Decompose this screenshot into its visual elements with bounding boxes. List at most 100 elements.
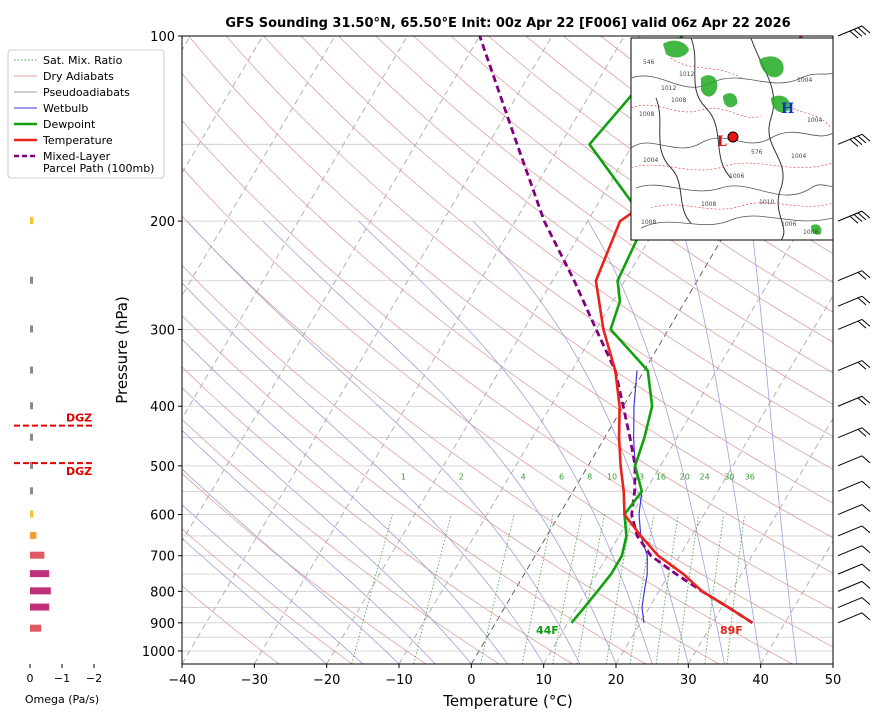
legend: Sat. Mix. Ratio Dry Adiabats Pseudoadiabat… [7,49,165,179]
isotherm-line [182,36,481,543]
map-isobar-label: 1008 [701,201,716,208]
map-isobar-label: 1008 [671,97,686,104]
mixing-ratio-label: 16 [656,472,666,481]
dry-adiabat [300,36,833,438]
y-tick-label: 900 [150,617,175,632]
dewpoint-line [570,36,684,624]
x-tick-label: −40 [168,673,195,688]
pseudo-adiabat [262,220,617,664]
y-tick-label: 400 [150,400,175,415]
pseudo-adiabat [182,338,508,664]
map-precip [663,40,822,235]
dry-adiabat [182,119,833,611]
wind-barb [837,210,871,224]
plot-frame [181,35,834,665]
omega-bar [30,570,50,578]
y-tick-label: 300 [150,323,175,338]
mixing-ratio-label: 2 [459,472,464,481]
map-contours [630,37,834,241]
legend-item-label: Temperature [42,134,113,147]
map-isobar-label: 576 [751,149,763,156]
y-tick-label: 800 [150,585,175,600]
map-low-label: L [717,134,727,150]
wind-barb [837,597,871,609]
omega-bar [30,603,50,611]
dry-adiabat [413,36,833,343]
isotherm-line [182,36,408,420]
omega-axis-label: Omega (Pa/s) [25,693,99,706]
mixing-ratio-line [605,514,633,664]
pseudo-adiabat [182,387,472,664]
wind-barb [837,480,871,492]
omega-bar [30,402,33,410]
pseudo-adiabat [587,220,725,664]
omega-bar [30,366,33,374]
dry-adiabat [182,418,500,664]
y-tick-label: 700 [150,550,175,565]
legend-box [7,49,165,179]
map-isobar-label: 1006 [729,173,744,180]
omega-bar [30,325,33,333]
legend-item-label: Wetbulb [43,102,88,115]
x-tick-label: 10 [535,673,552,688]
map-isobar-label: 1006 [781,221,796,228]
isotherm-line [326,36,698,664]
x-axis-label: Temperature (°C) [442,692,572,710]
temperature-line [594,36,803,624]
map-isobar-label: 1008 [639,111,654,118]
isotherm-line [470,49,833,664]
map-isobar-label: 1004 [807,117,822,124]
wind-barb [837,25,871,39]
omega-axis: 0 −1 −2 [27,664,102,685]
background-lines [182,36,833,664]
mixing-ratio-label: 24 [700,472,710,481]
omega-bar [30,624,42,632]
parcel-path-line [478,36,754,624]
omega-tick-label: −1 [54,672,70,685]
map-isobar-label: 546 [643,59,655,66]
dry-adiabat [450,36,833,313]
omega-tick-label: −2 [86,672,102,685]
pseudo-adiabat [182,504,364,664]
y-axis: 100 200 300 400 500 600 700 800 900 1000 [142,30,182,660]
isotherm-line [253,36,625,664]
y-tick-label: 1000 [142,645,175,660]
omega-bar [30,510,34,518]
omega-bar [30,461,33,469]
dgz-label: DGZ [66,412,92,425]
legend-item-label: Dewpoint [43,118,96,131]
map-isobar-label: 1004 [797,77,812,84]
dry-adiabat [182,167,833,648]
dry-adiabat [182,472,426,664]
wind-barb [837,545,871,557]
legend-item-label: Parcel Path (100mb) [43,162,154,175]
series-lines [478,36,803,624]
mixing-ratio-label: 20 [680,472,690,481]
isotherm-line [687,417,833,664]
pseudo-adiabat [182,282,545,664]
dry-adiabat [188,36,833,539]
map-isobar-label: 1012 [661,85,676,92]
legend-item-label: Pseudoadiabats [43,86,130,99]
mixing-ratio-label: 30 [724,472,734,481]
mixing-ratio-label: 8 [587,472,592,481]
pseudo-adiabat [182,429,436,664]
x-tick-label: 50 [825,673,842,688]
legend-item-label: Mixed-Layer [43,150,111,163]
y-axis-label: Pressure (hPa) [113,296,131,404]
mixing-ratio-line [552,514,582,664]
mixing-ratio-line [521,514,554,664]
wind-barb [837,360,871,372]
y-tick-label: 600 [150,509,175,524]
isotherm-line [543,172,833,664]
wind-barb [837,525,871,537]
x-tick-label: 20 [608,673,625,688]
y-tick-label: 500 [150,460,175,475]
legend-item-label: Dry Adiabats [43,70,114,83]
surface-dewpoint-label: 44F [536,624,559,637]
map-isobar-label: 1012 [679,71,694,78]
wind-barb [837,318,871,330]
pseudo-adiabat [679,220,762,664]
